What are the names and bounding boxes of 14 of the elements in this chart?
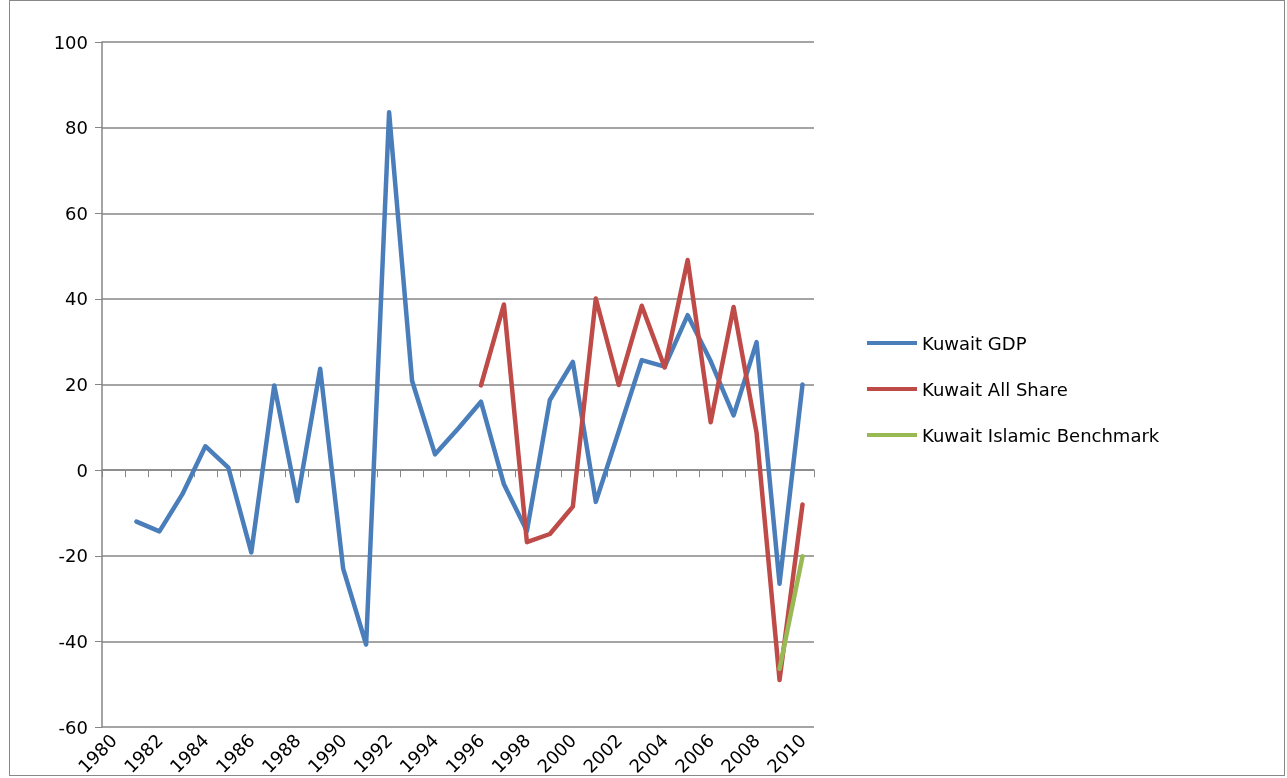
line-series [478,257,805,683]
y-tick-label: 0 [76,459,88,481]
y-tick-label: 100 [53,31,88,53]
y-tick-label: -20 [58,545,88,567]
legend-label: Kuwait Islamic Benchmark [922,424,1160,446]
y-tick-label: 60 [65,202,88,224]
y-tick-label: 80 [65,117,88,139]
y-tick-label: 40 [65,288,88,310]
y-tick-label: 20 [65,374,88,396]
line-series [134,109,805,647]
y-tick-label: -40 [58,630,88,652]
legend-label: Kuwait GDP [922,332,1027,354]
legend-label: Kuwait All Share [922,378,1068,400]
y-tick-label: -60 [58,716,88,738]
